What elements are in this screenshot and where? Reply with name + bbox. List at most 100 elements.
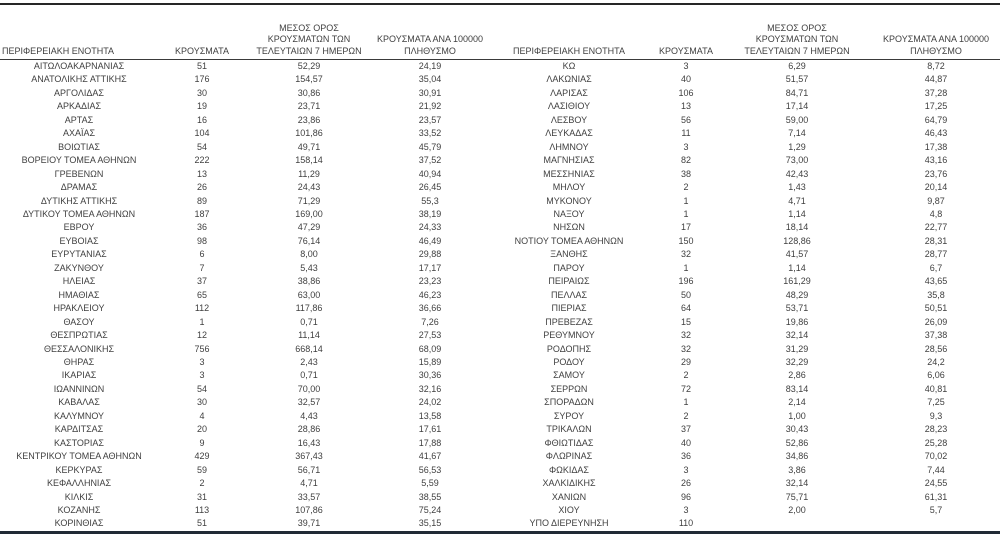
region-cell-right: ΝΟΤΙΟΥ ΤΟΜΕΑ ΑΘΗΝΩΝ bbox=[514, 235, 624, 246]
avg7-cell-right: 42,43 bbox=[785, 168, 809, 179]
cases-cell-left: 20 bbox=[196, 424, 207, 435]
per100k-cell-right: 7,44 bbox=[927, 464, 945, 475]
region-cell-left: ΑΧΑΪΑΣ bbox=[62, 128, 96, 139]
region-cell-right: ΡΟΔΟΠΗΣ bbox=[546, 343, 592, 354]
per100k-cell-left: 7,26 bbox=[421, 316, 439, 327]
table-row: ΑΙΤΩΛΟΑΚΑΡΝΑΝΙΑΣ 51 52,29 24,19 ΚΩ 3 6,29 8,72 bbox=[0, 60, 1000, 74]
region-cell-right: ΠΑΡΟΥ bbox=[553, 262, 585, 273]
cases-cell-right: 1 bbox=[683, 195, 689, 206]
region-cell-left: ΕΥΒΟΙΑΣ bbox=[59, 235, 99, 246]
region-cell-right: ΦΛΩΡΙΝΑΣ bbox=[545, 451, 593, 462]
cases-cell-left: 13 bbox=[196, 168, 207, 179]
table-row: ΔΥΤΙΚΟΥ ΤΟΜΕΑ ΑΘΗΝΩΝ 187 169,00 38,19 ΝΑΞΟΥ 1… bbox=[0, 208, 1000, 221]
per100k-cell-right: 8,72 bbox=[927, 61, 945, 71]
region-cell-right: ΛΑΡΙΣΑΣ bbox=[550, 87, 588, 98]
per100k-cell-left: 41,67 bbox=[418, 451, 442, 462]
per100k-cell-left: 23,23 bbox=[418, 276, 442, 287]
region-header-right: ΠΕΡΙΦΕΡΕΙΑΚΗ ΕΝΟΤΗΤΑ bbox=[488, 4, 650, 60]
avg7-cell-left: 70,00 bbox=[297, 383, 321, 394]
per100k-cell-left: 24,19 bbox=[418, 61, 442, 71]
cases-cell-left: 429 bbox=[194, 451, 210, 462]
cases-cell-right: 1 bbox=[683, 208, 689, 219]
cases-cell-right: 2 bbox=[683, 410, 689, 421]
avg7-cell-left: 16,43 bbox=[297, 437, 321, 448]
region-cell-left: ΚΑΛΥΜΝΟΥ bbox=[53, 410, 105, 421]
avg7-cell-left: 33,57 bbox=[297, 491, 321, 502]
region-cell-right: ΛΑΣΙΘΙΟΥ bbox=[547, 101, 591, 112]
cases-cell-left: 51 bbox=[196, 61, 207, 71]
per100k-cell-left: 17,88 bbox=[418, 437, 442, 448]
table-body: ΑΙΤΩΛΟΑΚΑΡΝΑΝΙΑΣ 51 52,29 24,19 ΚΩ 3 6,29 8,72 Α… bbox=[0, 60, 1000, 533]
avg7-cell-left: 101,86 bbox=[295, 128, 323, 139]
cases-cell-left: 26 bbox=[196, 182, 207, 193]
region-cell-right: ΠΡΕΒΕΖΑΣ bbox=[545, 316, 593, 327]
avg7-cell-left: 11,29 bbox=[298, 168, 320, 179]
region-cell-right: ΜΥΚΟΝΟΥ bbox=[546, 195, 592, 206]
avg7-cell-right: 3,86 bbox=[788, 464, 806, 475]
cases-cell-right: 3 bbox=[683, 61, 689, 71]
per100k-cell-left: 46,23 bbox=[418, 289, 442, 300]
cases-cell-left: 113 bbox=[194, 504, 210, 515]
avg7-cell-right: 17,14 bbox=[785, 101, 809, 112]
cases-cell-right: 13 bbox=[680, 101, 691, 112]
cases-cell-right: 37 bbox=[680, 424, 691, 435]
region-cell-left: ΑΡΚΑΔΙΑΣ bbox=[56, 101, 102, 112]
cases-cell-left: 104 bbox=[194, 128, 210, 139]
avg7-cell-left: 4,71 bbox=[300, 478, 318, 489]
cases-cell-right: 26 bbox=[680, 478, 691, 489]
cases-cell-right: 3 bbox=[683, 504, 689, 515]
region-cell-right: ΝΗΣΩΝ bbox=[553, 222, 585, 233]
region-cell-left: ΑΡΓΟΛΙΔΑΣ bbox=[54, 87, 104, 98]
cases-cell-left: 12 bbox=[196, 330, 207, 341]
cases-cell-right: 11 bbox=[681, 128, 691, 139]
per100k-cell-right: 5,7 bbox=[929, 504, 943, 515]
avg7-cell-right bbox=[722, 517, 872, 532]
region-cell-right: ΞΑΝΘΗΣ bbox=[550, 249, 588, 260]
avg7-cell-left: 49,71 bbox=[297, 141, 321, 152]
table-row: ΑΡΓΟΛΙΔΑΣ 30 30,86 30,91 ΛΑΡΙΣΑΣ 106 84,71 37,2… bbox=[0, 87, 1000, 100]
cases-cell-left: 30 bbox=[196, 87, 207, 98]
table-row: ΚΕΦΑΛΛΗΝΙΑΣ 2 4,71 5,59 ΧΑΛΚΙΔΙΚΗΣ 26 32,14 24,… bbox=[0, 477, 1000, 490]
region-cell-right: ΥΠΟ ΔΙΕΡΕΥΝΗΣΗ bbox=[529, 518, 609, 529]
region-cell-left: ΚΑΡΔΙΤΣΑΣ bbox=[54, 424, 104, 435]
table-row: ΚΕΝΤΡΙΚΟΥ ΤΟΜΕΑ ΑΘΗΝΩΝ 429 367,43 41,67 ΦΛΩΡ… bbox=[0, 450, 1000, 463]
region-cell-left: ΑΡΤΑΣ bbox=[64, 114, 94, 125]
avg7-cell-left: 30,86 bbox=[297, 87, 321, 98]
cases-cell-left: 1 bbox=[199, 316, 205, 327]
cases-cell-right: 72 bbox=[680, 383, 691, 394]
cases-cell-left: 16 bbox=[196, 114, 207, 125]
per100k-cell-left: 55,3 bbox=[421, 195, 439, 206]
region-cell-left: ΔΥΤΙΚΟΥ ΤΟΜΕΑ ΑΘΗΝΩΝ bbox=[22, 208, 136, 219]
table-row: ΚΑΒΑΛΑΣ 30 32,57 24,02 ΣΠΟΡΑΔΩΝ 1 2,14 7,25 bbox=[0, 396, 1000, 409]
avg7-cell-left: 32,57 bbox=[297, 397, 321, 408]
cases-cell-right: 40 bbox=[680, 74, 691, 85]
region-cell-left: ΚΕΦΑΛΛΗΝΙΑΣ bbox=[46, 478, 112, 489]
region-cell-right: ΛΕΣΒΟΥ bbox=[550, 114, 588, 125]
region-cell-left: ΘΕΣΠΡΩΤΙΑΣ bbox=[50, 330, 108, 341]
region-cell-right: ΧΙΟΥ bbox=[558, 504, 580, 515]
per100k-cell-left: 27,53 bbox=[418, 330, 442, 341]
avg7-cell-left: 5,43 bbox=[300, 262, 318, 273]
avg7-cell-left: 154,57 bbox=[295, 74, 323, 85]
avg7-cell-left: 23,86 bbox=[297, 114, 321, 125]
avg7-cell-left: 2,43 bbox=[300, 356, 318, 367]
per100k-cell-left: 75,24 bbox=[418, 504, 442, 515]
avg7-cell-right: 1,14 bbox=[788, 208, 806, 219]
avg7-cell-right: 4,71 bbox=[788, 195, 806, 206]
table-row: ΙΩΑΝΝΙΝΩΝ 54 70,00 32,16 ΣΕΡΡΩΝ 72 83,14 40,81 bbox=[0, 383, 1000, 396]
per100k-cell-right: 17,25 bbox=[924, 101, 948, 112]
per100k-cell-left: 30,91 bbox=[418, 87, 442, 98]
region-cell-right: ΠΙΕΡΙΑΣ bbox=[551, 303, 587, 314]
per100k-cell-left: 46,49 bbox=[418, 235, 442, 246]
cases-cell-right: 2 bbox=[683, 182, 689, 193]
per100k-cell-left: 45,79 bbox=[418, 141, 442, 152]
cases-cell-left: 54 bbox=[196, 141, 207, 152]
avg7-cell-right: 31,29 bbox=[785, 343, 809, 354]
region-cell-right: ΧΑΛΚΙΔΙΚΗΣ bbox=[542, 478, 596, 489]
per100k-cell-right: 61,31 bbox=[924, 491, 948, 502]
region-cell-right: ΣΑΜΟΥ bbox=[553, 370, 585, 381]
region-cell-left: ΕΒΡΟΥ bbox=[63, 222, 95, 233]
regional-cases-table: ΠΕΡΙΦΕΡΕΙΑΚΗ ΕΝΟΤΗΤΑ ΚΡΟΥΣΜΑΤΑ ΜΕΣΟΣ ΟΡΟ… bbox=[0, 3, 1000, 534]
cases-cell-left: 54 bbox=[196, 383, 207, 394]
table-header-row: ΠΕΡΙΦΕΡΕΙΑΚΗ ΕΝΟΤΗΤΑ ΚΡΟΥΣΜΑΤΑ ΜΕΣΟΣ ΟΡΟ… bbox=[0, 4, 1000, 60]
